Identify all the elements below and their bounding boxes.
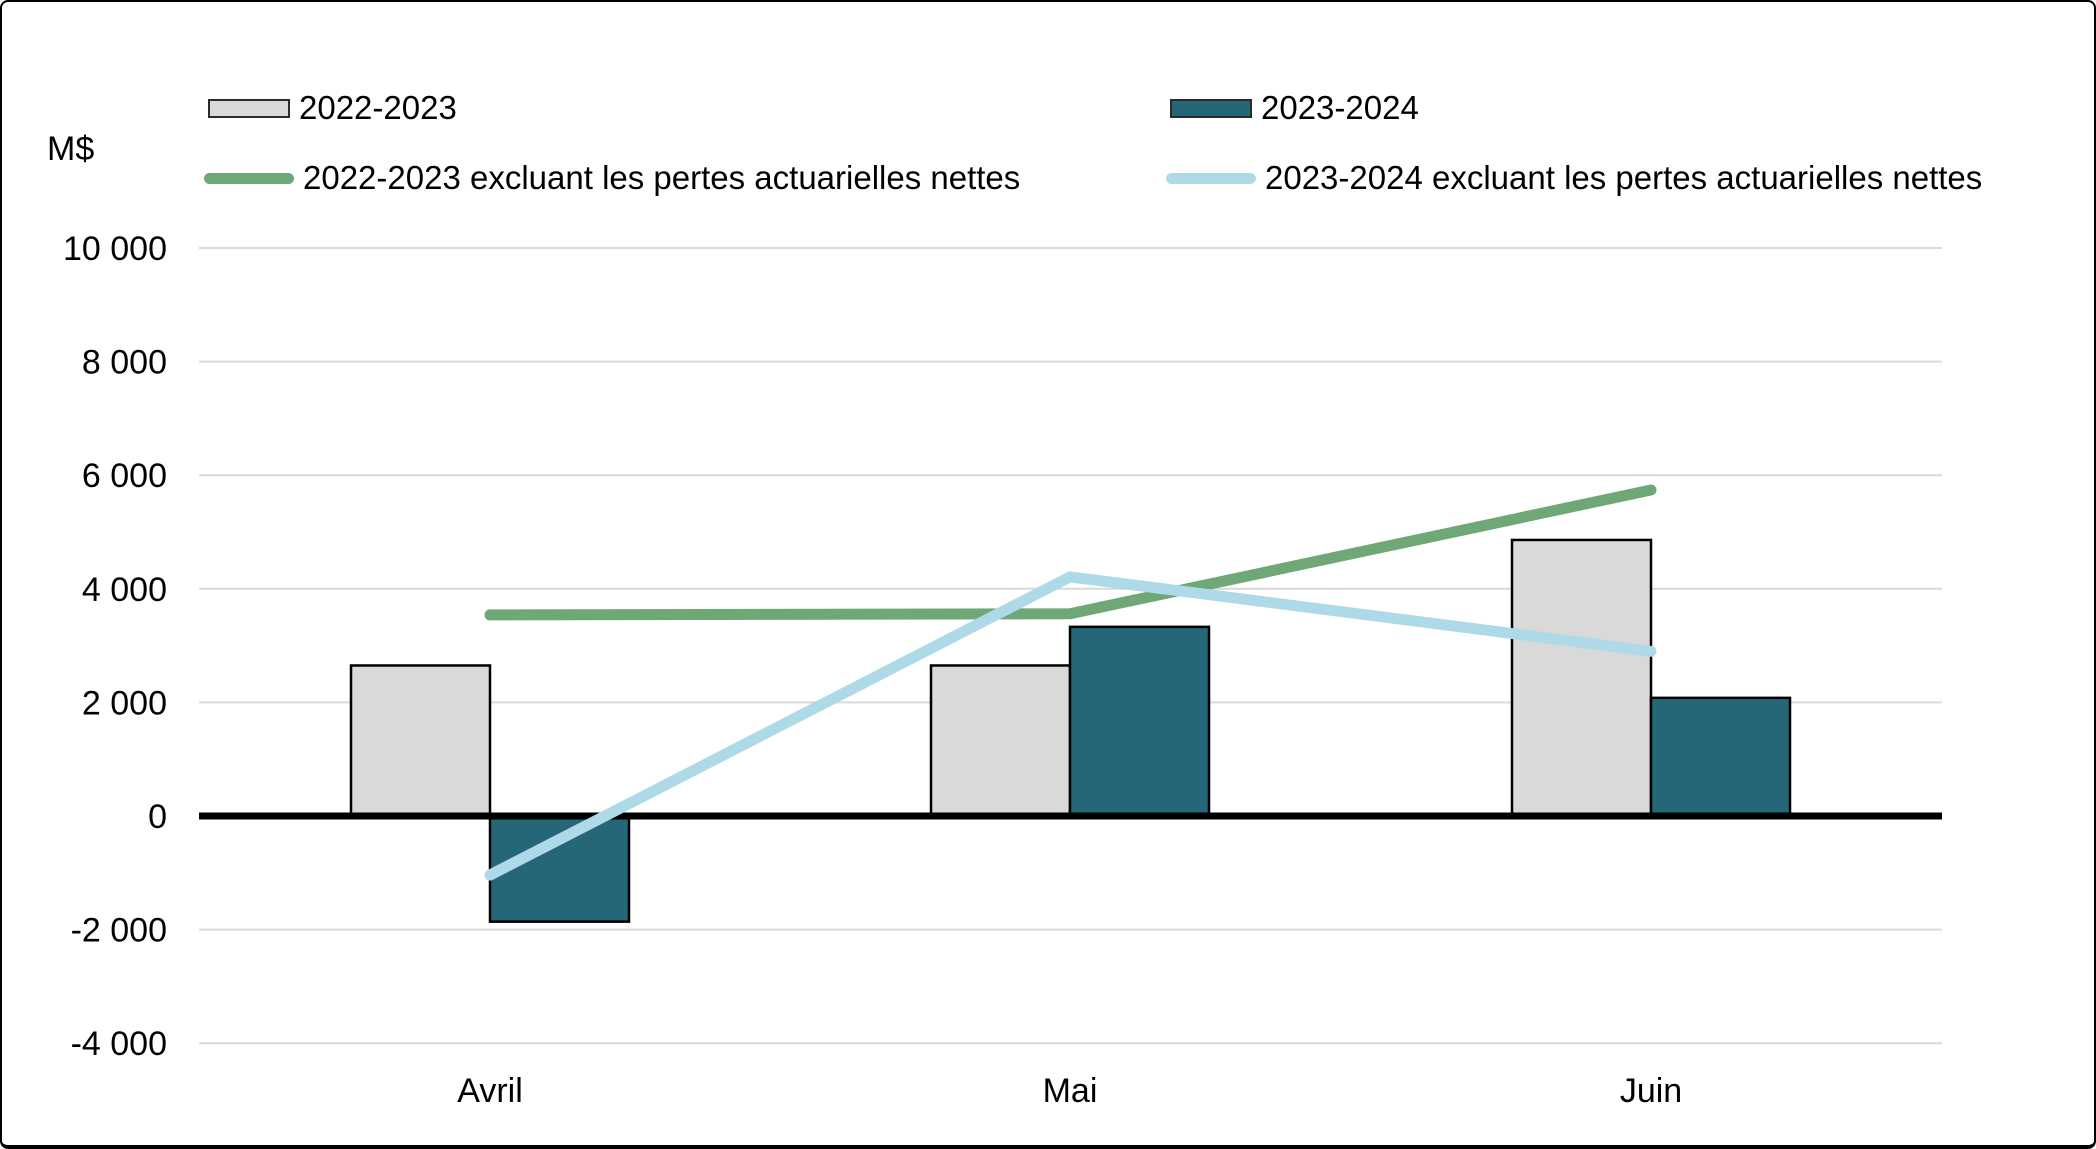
legend-label: 2023-2024 excluant les pertes actuariell…: [1265, 159, 1983, 196]
y-tick-label: 4 000: [82, 571, 167, 609]
legend-bar-swatch-2022-2023: [208, 98, 290, 118]
legend-item-2022-2023: 2022-2023: [208, 88, 457, 128]
y-tick-label: -2 000: [71, 912, 167, 950]
y-tick-label: 8 000: [82, 344, 167, 382]
legend-item-2022-2023-excluant: 2022-2023 excluant les pertes actuariell…: [204, 158, 1020, 198]
legend-item-2023-2024-excluant: 2023-2024 excluant les pertes actuariell…: [1166, 158, 1982, 198]
legend-item-2023-2024: 2023-2024: [1170, 88, 1419, 128]
line-series-2022-2023 excluant les pertes actuarielles nettes: [484, 484, 1657, 621]
legend-line-swatch-2023-2024-excluant: [1166, 172, 1256, 184]
y-tick-label: 0: [148, 798, 167, 836]
legend-label: 2022-2023 excluant les pertes actuariell…: [303, 159, 1021, 196]
bar-2022-2023-Juin: [1510, 538, 1653, 818]
legend-label: 2023-2024: [1261, 89, 1419, 126]
line-series-2023-2024 excluant les pertes actuarielles nettes: [484, 571, 1657, 881]
y-tick-label: 6 000: [82, 457, 167, 495]
x-category-label: Juin: [1620, 1072, 1682, 1110]
legend-line-swatch-2022-2023-excluant: [204, 172, 294, 184]
x-category-label: Mai: [1043, 1072, 1098, 1110]
y-tick-label: -4 000: [71, 1025, 167, 1063]
bar-2022-2023-Avril: [349, 664, 492, 818]
y-tick-label: 10 000: [63, 230, 167, 268]
legend-label: 2022-2023: [299, 89, 457, 126]
bar-2023-2024-Mai: [1068, 625, 1211, 818]
y-tick-label: 2 000: [82, 684, 167, 722]
x-category-label: Avril: [457, 1072, 523, 1110]
bar-2023-2024-Juin: [1649, 696, 1792, 818]
legend-bar-swatch-2023-2024: [1170, 98, 1252, 118]
bar-2022-2023-Mai: [929, 664, 1072, 818]
y-axis-unit-label: M$: [47, 130, 95, 168]
